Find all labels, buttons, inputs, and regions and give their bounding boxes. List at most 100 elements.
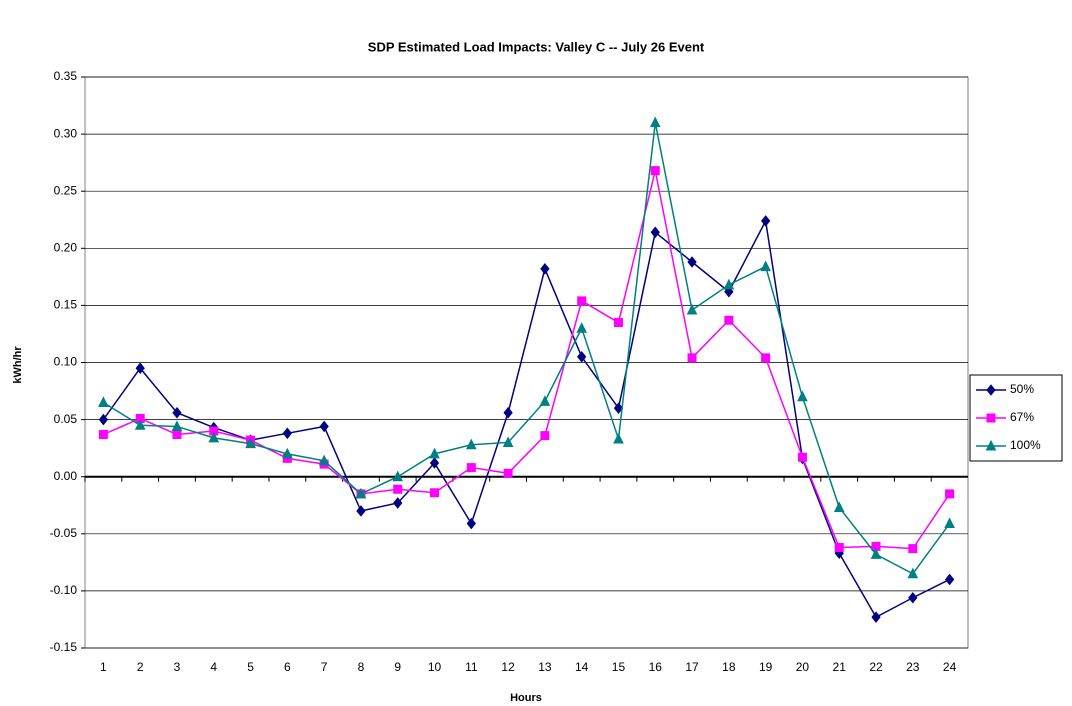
x-tick-label: 21 [833,660,847,674]
data-point [687,353,697,363]
data-point [98,396,109,407]
data-point [577,350,587,363]
x-tick-label: 4 [210,660,217,674]
x-tick-label: 10 [428,660,442,674]
x-tick-label: 24 [943,660,957,674]
x-tick-label: 16 [649,660,663,674]
data-point [466,517,476,530]
y-tick-label: -0.15 [50,640,78,654]
x-tick-label: 14 [575,660,589,674]
legend-label: 50% [1010,382,1034,396]
data-point [944,573,955,586]
x-tick-label: 13 [538,660,552,674]
data-point [761,353,771,363]
data-point [540,431,550,441]
data-point [650,226,660,239]
data-point [245,437,256,449]
data-point [797,452,807,462]
y-tick-label: -0.10 [50,583,78,597]
x-tick-label: 7 [321,660,328,674]
data-point [503,406,513,419]
data-point [945,489,955,499]
data-point [797,390,808,402]
y-tick-label: 0.25 [54,183,78,197]
data-point [172,406,182,419]
data-point [208,431,220,443]
x-tick-label: 1 [100,660,107,674]
y-tick-label: -0.05 [50,526,78,540]
series-line [103,170,951,550]
data-point [282,447,293,459]
data-point [134,419,146,430]
data-point [98,413,109,426]
data-point [760,260,771,272]
legend-label: 67% [1010,410,1034,424]
data-point [833,501,845,513]
x-tick-label: 22 [869,660,883,674]
data-point [908,544,918,554]
data-point [429,447,440,459]
data-point [171,420,183,431]
y-tick-label: 0.15 [54,298,78,312]
data-point [687,256,697,268]
x-tick-label: 8 [358,660,365,674]
data-point [466,463,476,473]
data-point [871,611,881,623]
data-point [613,432,624,444]
data-point [430,488,440,498]
data-point [613,318,623,328]
data-point [503,468,513,478]
data-point [392,470,404,482]
chart-title: SDP Estimated Load Impacts: Valley C -- … [368,39,705,54]
x-tick-label: 2 [137,660,144,674]
data-point [540,263,550,275]
data-point [944,517,955,529]
legend-marker [986,413,996,423]
data-point [466,438,477,450]
x-tick-label: 19 [759,660,773,674]
data-point [318,454,330,466]
x-tick-label: 18 [722,660,736,674]
data-point [356,505,366,517]
y-axis-label: kWh/hr [12,346,24,384]
data-point [393,497,403,509]
x-axis-label: Hours [510,692,542,704]
data-point [135,362,145,375]
data-point [613,402,624,414]
data-point [871,541,881,551]
data-point [393,484,403,494]
data-point [650,166,660,176]
y-tick-label: 0.10 [54,355,78,369]
x-tick-label: 12 [501,660,515,674]
x-tick-label: 23 [906,660,920,674]
data-point [577,296,587,306]
data-point [355,487,367,499]
x-tick-label: 9 [394,660,401,674]
x-tick-label: 5 [247,660,254,674]
data-point [908,591,918,604]
x-tick-label: 15 [612,660,626,674]
data-point [429,457,440,469]
data-point [539,395,551,406]
data-point [907,567,919,579]
data-point [282,427,292,440]
data-point [686,303,698,315]
data-point [724,315,734,325]
y-tick-label: 0.30 [54,126,78,140]
data-point [172,429,182,439]
y-tick-label: 0.35 [54,69,78,83]
x-tick-label: 11 [465,660,478,674]
data-point [870,548,882,559]
data-point [649,116,661,128]
y-tick-label: 0.20 [54,240,78,254]
legend-label: 100% [1010,438,1041,452]
data-point [135,413,145,423]
y-tick-label: 0.00 [54,469,78,483]
data-point [761,215,771,227]
data-point [502,436,514,447]
data-point [834,543,844,553]
x-tick-label: 6 [284,660,291,674]
x-tick-label: 17 [685,660,699,674]
x-tick-label: 20 [796,660,810,674]
